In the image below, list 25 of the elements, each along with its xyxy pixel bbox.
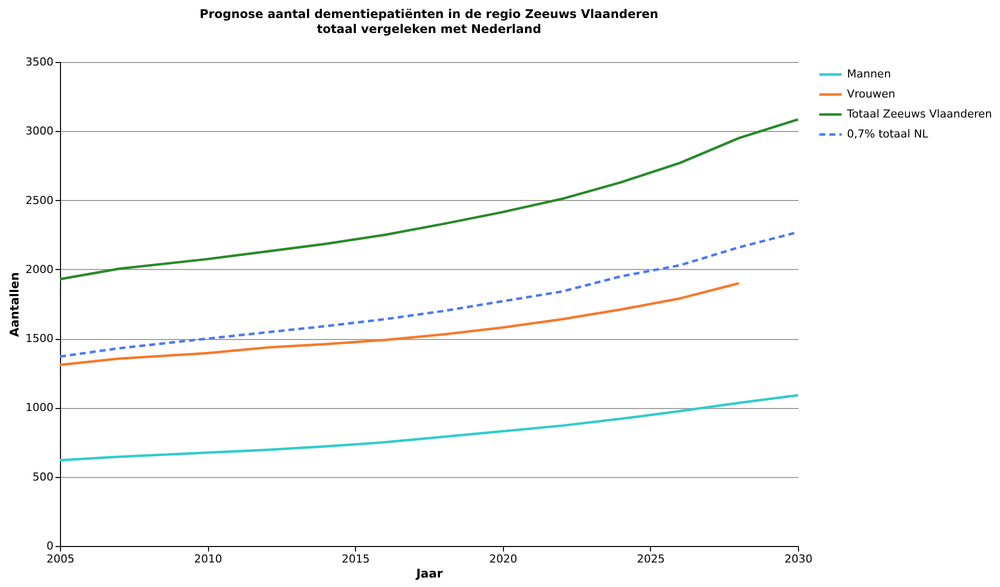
x-tick-label: 2020 (489, 552, 518, 566)
y-tick-label: 1500 (26, 332, 54, 346)
y-tick-label: 3500 (26, 56, 54, 68)
x-tick-label: 2025 (636, 552, 665, 566)
legend-label: Totaal Zeeuws Vlaanderen (846, 108, 992, 120)
legend-label: Vrouwen (847, 88, 896, 100)
legend-label: 0,7% totaal NL (847, 128, 930, 140)
chart-subtitle: totaal vergeleken met Nederland (316, 22, 542, 36)
legend-label: Mannen (847, 68, 891, 80)
y-tick-label: 3000 (26, 124, 54, 138)
x-tick-label: 2015 (342, 552, 370, 566)
x-tick-label: 2005 (46, 552, 74, 566)
chart-title: Prognose aantal dementiepatiënten in de regio Zeeuws Vlaanderen (200, 7, 658, 21)
x-tick-label: 2010 (194, 552, 222, 566)
y-tick-label: 2500 (26, 194, 54, 207)
line-series (58, 282, 740, 366)
line-series (58, 394, 800, 462)
x-axis-title: Jaar (415, 566, 443, 580)
x-tick-label: 2030 (784, 552, 812, 566)
y-axis-title: Aantallen (8, 272, 22, 337)
y-tick-label: 0 (46, 540, 54, 552)
y-tick-label: 1000 (26, 401, 54, 414)
y-tick-label: 2000 (26, 262, 54, 276)
y-tick-label: 500 (32, 470, 54, 484)
line-series (58, 118, 800, 280)
